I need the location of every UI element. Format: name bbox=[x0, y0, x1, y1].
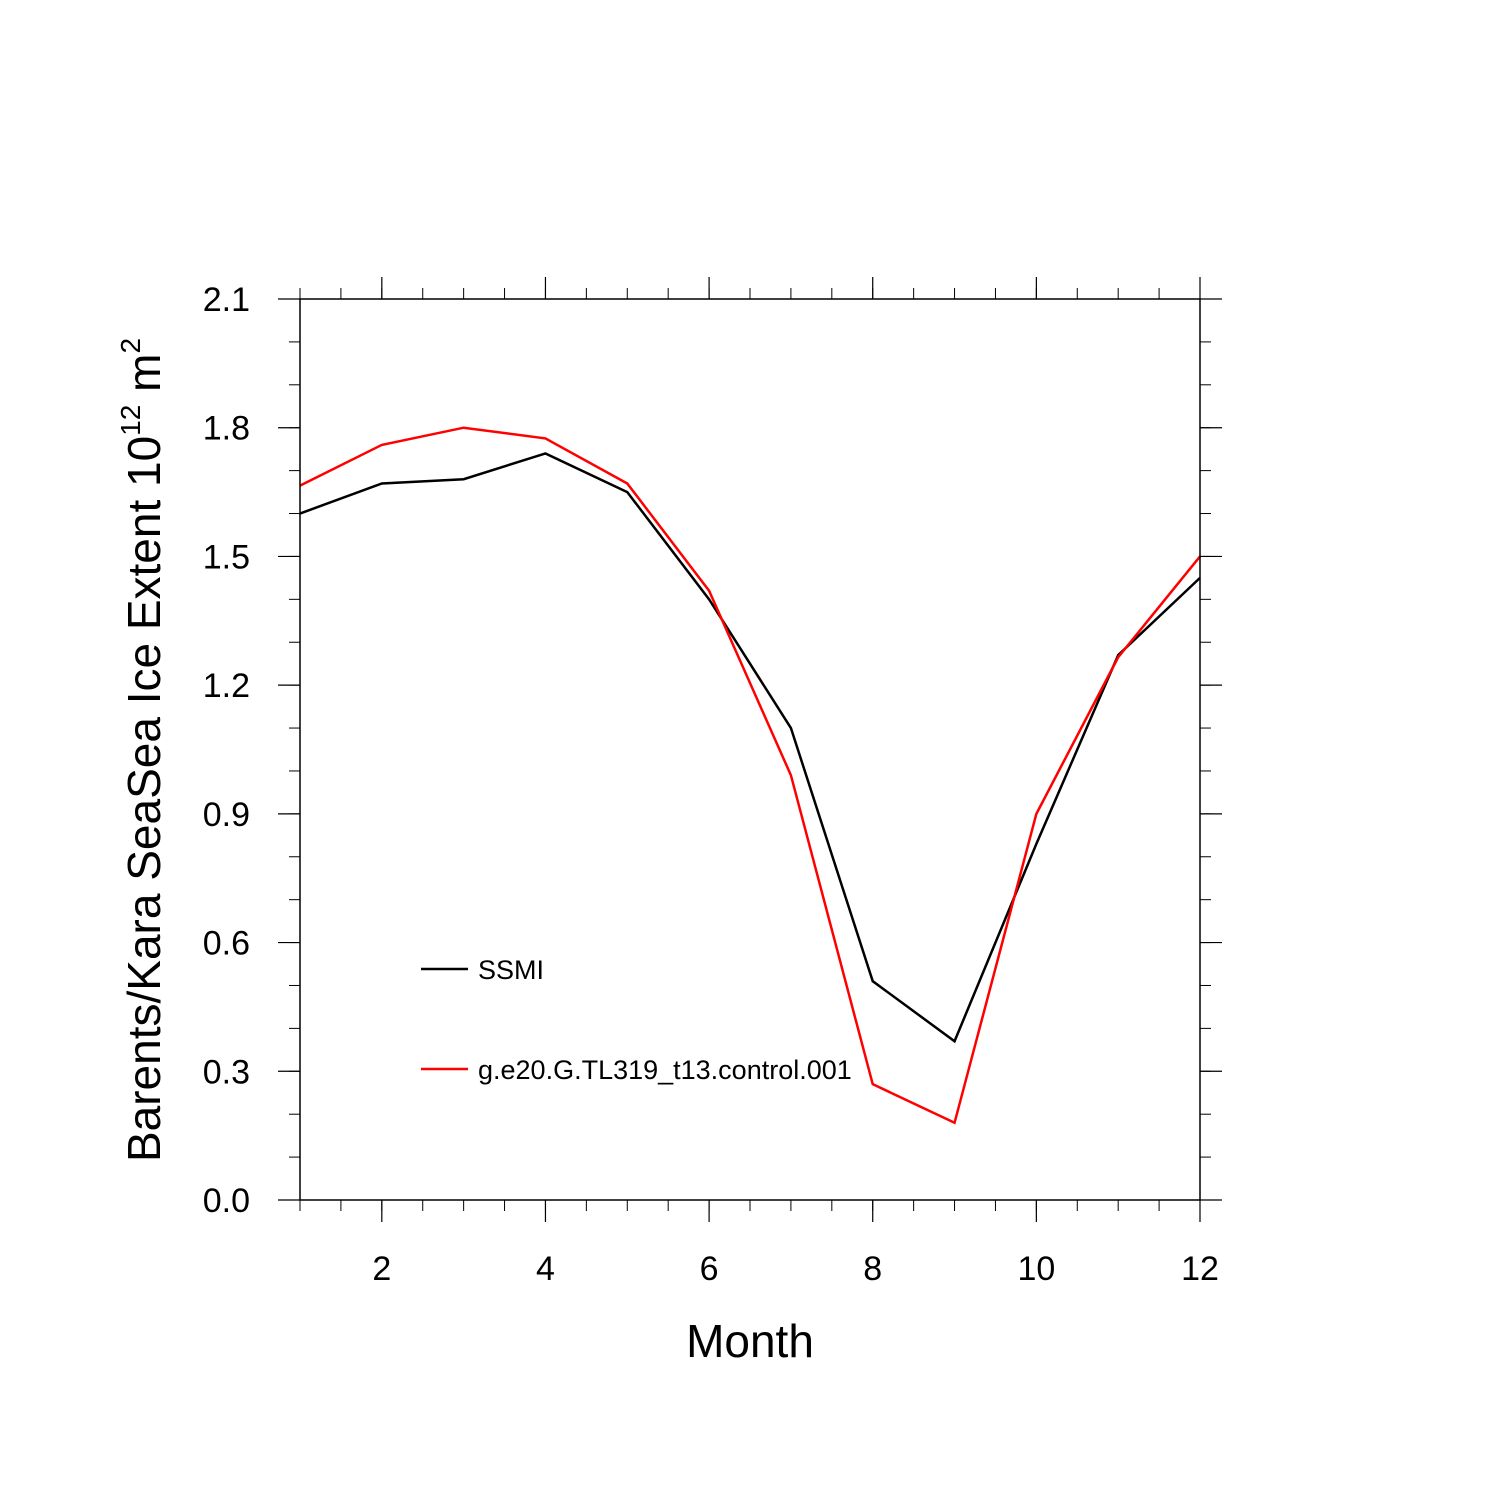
series-line-ssmi bbox=[299, 452, 1201, 1044]
y-tick-label: 0.0 bbox=[203, 1182, 250, 1220]
series-lines bbox=[299, 426, 1201, 1125]
y-axis-title: Barents/Kara SeaSea Ice Extent 1012 m2 bbox=[115, 338, 170, 1162]
legend-label-ssmi: SSMI bbox=[478, 955, 544, 985]
y-tick-label: 0.9 bbox=[203, 796, 250, 834]
plot-frame bbox=[299, 298, 1201, 1201]
legend-label-control: g.e20.G.TL319_t13.control.001 bbox=[478, 1055, 852, 1085]
tick-labels: 2 4 6 8 10 12 0.0 0.3 0.6 0.9 1.2 1.5 1.8 2.1 bbox=[203, 281, 1219, 1288]
y-tick-label: 1.8 bbox=[203, 410, 250, 448]
x-tick-label: 6 bbox=[700, 1250, 719, 1288]
y-axis-title-exponent-2: 2 bbox=[115, 338, 146, 354]
x-axis-title: Month bbox=[686, 1315, 814, 1367]
y-tick-label: 0.3 bbox=[203, 1053, 250, 1091]
y-tick-label: 1.2 bbox=[203, 667, 250, 705]
y-tick-label: 2.1 bbox=[203, 281, 250, 319]
x-tick-label: 12 bbox=[1181, 1250, 1219, 1288]
x-tick-label: 2 bbox=[372, 1250, 391, 1288]
y-axis-title-unit: m bbox=[118, 354, 170, 405]
y-axis-title-exponent-1: 12 bbox=[115, 405, 146, 436]
series-line-control bbox=[299, 426, 1201, 1125]
y-axis-title-prefix: Barents/Kara SeaSea Ice Extent 10 bbox=[118, 436, 170, 1162]
axis-ticks bbox=[278, 277, 1222, 1222]
x-tick-label: 8 bbox=[863, 1250, 882, 1288]
y-tick-label: 0.6 bbox=[203, 925, 250, 963]
y-tick-label: 1.5 bbox=[203, 538, 250, 576]
x-tick-label: 10 bbox=[1017, 1250, 1055, 1288]
legend: SSMI g.e20.G.TL319_t13.control.001 bbox=[421, 955, 852, 1085]
x-tick-label: 4 bbox=[536, 1250, 555, 1288]
